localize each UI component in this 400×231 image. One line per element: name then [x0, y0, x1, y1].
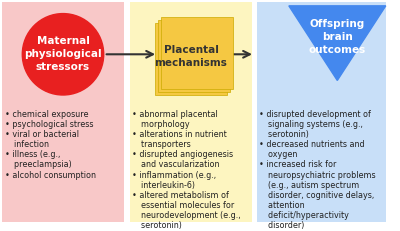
Text: oxygen: oxygen	[263, 150, 297, 159]
Text: • viral or bacterial: • viral or bacterial	[5, 130, 79, 139]
FancyBboxPatch shape	[257, 2, 386, 222]
Text: morphology: morphology	[136, 120, 189, 129]
Text: disorder): disorder)	[263, 222, 304, 231]
Text: (e.g., autism spectrum: (e.g., autism spectrum	[263, 181, 359, 190]
Text: serotonin): serotonin)	[136, 222, 182, 231]
Text: • alcohol consumption: • alcohol consumption	[5, 171, 96, 180]
Text: transporters: transporters	[136, 140, 190, 149]
FancyBboxPatch shape	[130, 2, 252, 222]
Text: • decreased nutrients and: • decreased nutrients and	[259, 140, 364, 149]
Text: Placental
mechanisms: Placental mechanisms	[154, 45, 227, 68]
Text: Maternal
physiological
stressors: Maternal physiological stressors	[24, 36, 102, 73]
Text: Offspring
brain
outcomes: Offspring brain outcomes	[309, 19, 366, 55]
Text: • abnormal placental: • abnormal placental	[132, 109, 218, 119]
Text: • altered metabolism of: • altered metabolism of	[132, 191, 229, 200]
Text: • disrupted development of: • disrupted development of	[259, 109, 371, 119]
Text: • psychological stress: • psychological stress	[5, 120, 93, 129]
Text: deficit/hyperactivity: deficit/hyperactivity	[263, 211, 348, 220]
Text: serotonin): serotonin)	[263, 130, 308, 139]
Text: essential molecules for: essential molecules for	[136, 201, 234, 210]
Text: interleukin-6): interleukin-6)	[136, 181, 195, 190]
Text: signaling systems (e.g.,: signaling systems (e.g.,	[263, 120, 362, 129]
FancyBboxPatch shape	[155, 23, 227, 95]
Text: and vascularization: and vascularization	[136, 160, 219, 169]
FancyBboxPatch shape	[161, 18, 233, 89]
Text: • increased risk for: • increased risk for	[259, 160, 336, 169]
Text: infection: infection	[9, 140, 49, 149]
Polygon shape	[289, 6, 386, 80]
Text: attention: attention	[263, 201, 304, 210]
Text: neurodevelopment (e.g.,: neurodevelopment (e.g.,	[136, 211, 240, 220]
FancyBboxPatch shape	[2, 2, 124, 222]
FancyBboxPatch shape	[158, 20, 230, 92]
Text: disorder, cognitive delays,: disorder, cognitive delays,	[263, 191, 374, 200]
Text: • inflammation (e.g.,: • inflammation (e.g.,	[132, 171, 216, 180]
Circle shape	[22, 14, 104, 95]
Text: preeclampsia): preeclampsia)	[9, 160, 72, 169]
Text: • chemical exposure: • chemical exposure	[5, 109, 88, 119]
Text: • disrupted angiogenesis: • disrupted angiogenesis	[132, 150, 233, 159]
Text: • alterations in nutrient: • alterations in nutrient	[132, 130, 226, 139]
Text: neuropsychiatric problems: neuropsychiatric problems	[263, 171, 375, 180]
Text: • illness (e.g.,: • illness (e.g.,	[5, 150, 60, 159]
